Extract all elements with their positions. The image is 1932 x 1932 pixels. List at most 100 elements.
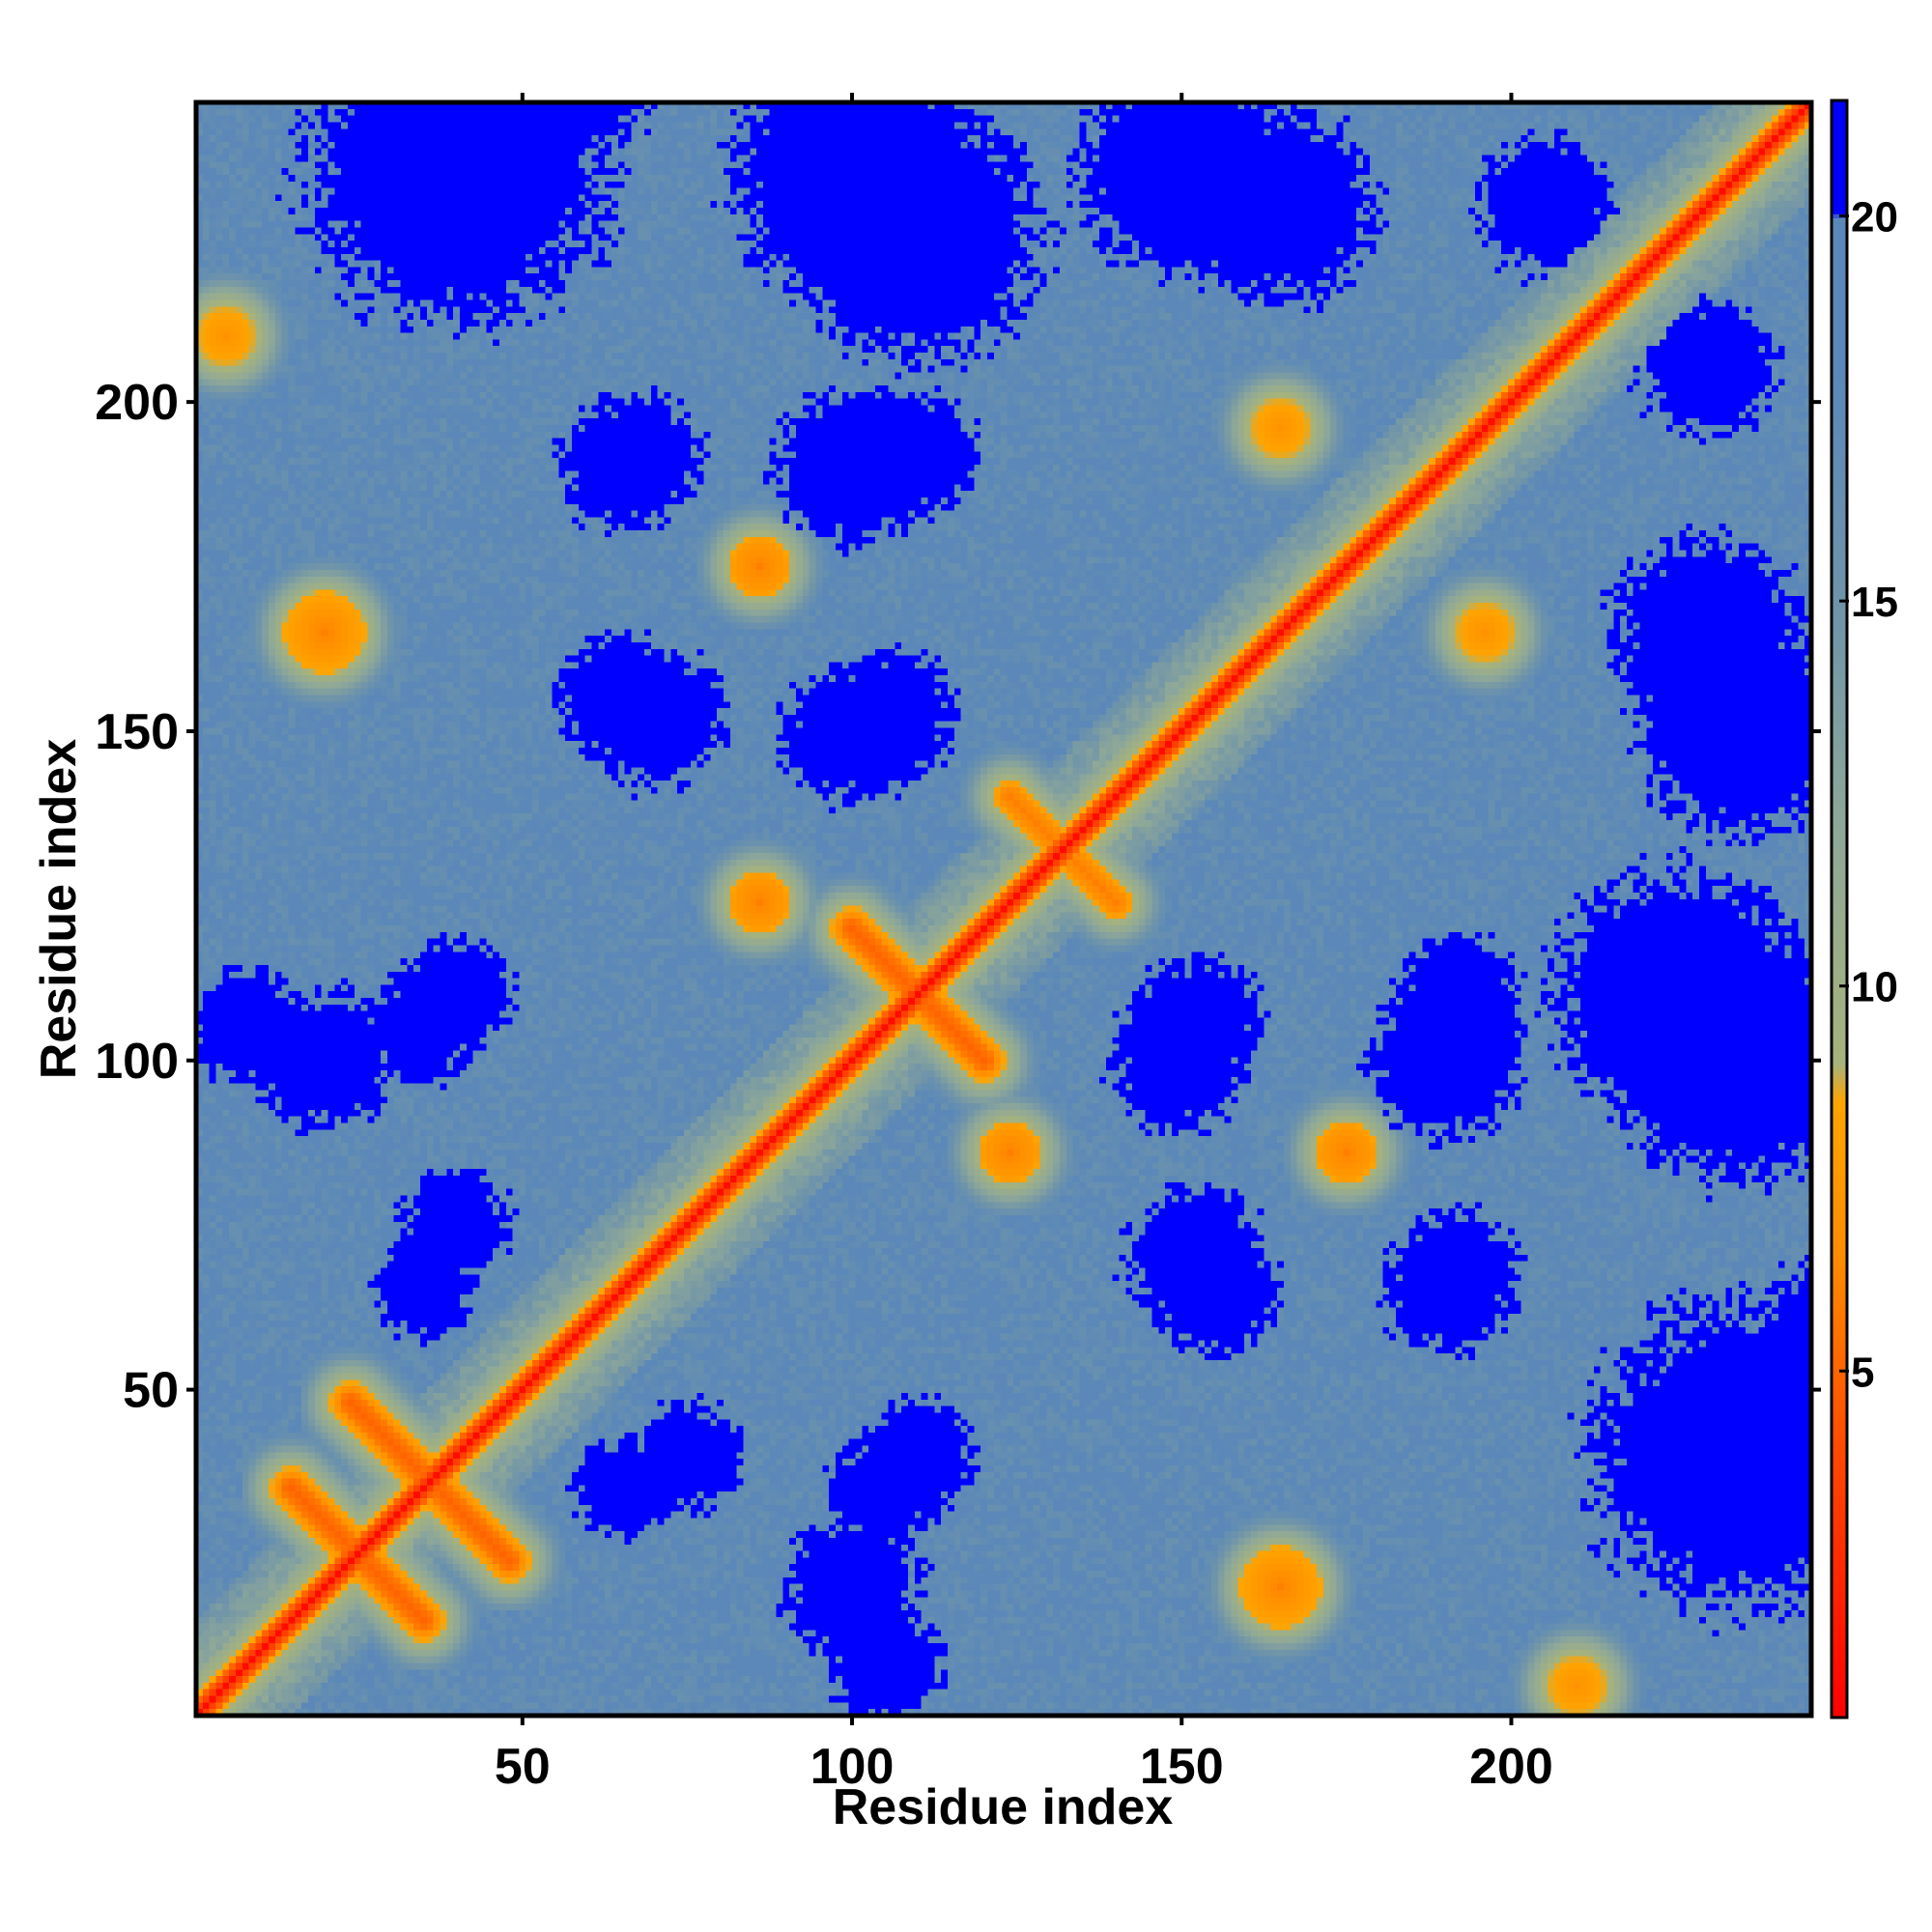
colorbar-segment (1832, 1487, 1847, 1492)
colorbar-segment (1832, 497, 1847, 501)
colorbar-tick-label: 15 (1851, 579, 1898, 626)
y-tick-label: 100 (95, 1034, 179, 1090)
colorbar-segment (1832, 375, 1847, 381)
colorbar-segment (1832, 436, 1847, 441)
colorbar-segment (1832, 949, 1847, 954)
colorbar-segment (1832, 358, 1847, 364)
colorbar-segment (1832, 1494, 1847, 1500)
colorbar-segment (1832, 1633, 1847, 1637)
colorbar-segment (1832, 1200, 1847, 1206)
colorbar-segment (1832, 1636, 1847, 1642)
colorbar-segment (1832, 735, 1847, 740)
colorbar-segment (1832, 298, 1847, 303)
colorbar-segment (1832, 254, 1847, 259)
colorbar-segment (1832, 153, 1847, 158)
colorbar-segment (1832, 1559, 1847, 1565)
colorbar-segment (1832, 844, 1847, 849)
colorbar-segment (1832, 1579, 1847, 1585)
colorbar-segment (1832, 104, 1847, 109)
colorbar-segment (1832, 981, 1847, 987)
colorbar-segment (1832, 1167, 1847, 1173)
x-tick-label: 200 (1469, 1739, 1553, 1795)
colorbar-segment (1832, 1527, 1847, 1533)
colorbar-segment (1832, 408, 1847, 412)
colorbar-segment (1832, 1624, 1847, 1630)
colorbar-segment (1832, 185, 1847, 190)
colorbar-segment (1832, 1414, 1847, 1419)
colorbar-segment (1832, 1341, 1847, 1347)
colorbar-segment (1832, 338, 1847, 344)
colorbar-segment (1832, 1442, 1847, 1448)
colorbar-segment (1832, 876, 1847, 882)
colorbar-segment (1832, 536, 1847, 542)
colorbar-segment (1832, 136, 1847, 142)
colorbar-segment (1832, 177, 1847, 183)
colorbar-segment (1832, 743, 1847, 749)
colorbar-segment (1832, 904, 1847, 910)
colorbar-segment (1832, 443, 1847, 449)
colorbar-segment (1832, 116, 1847, 122)
colorbar-segment (1832, 1317, 1847, 1322)
colorbar-segment (1832, 262, 1847, 268)
colorbar-segment (1832, 1535, 1847, 1541)
colorbar-segment (1832, 601, 1847, 607)
colorbar-tick-label: 5 (1851, 1349, 1874, 1396)
colorbar-segment (1832, 1232, 1847, 1237)
colorbar-segment (1832, 266, 1847, 271)
colorbar-segment (1832, 1402, 1847, 1407)
colorbar-segment (1832, 1264, 1847, 1270)
colorbar-segment (1832, 1422, 1847, 1428)
colorbar-segment (1832, 1701, 1847, 1707)
colorbar-segment (1832, 880, 1847, 886)
colorbar-segment (1832, 1409, 1847, 1415)
colorbar-segment (1832, 973, 1847, 979)
colorbar-segment (1832, 780, 1847, 784)
colorbar-segment (1832, 484, 1847, 490)
colorbar-segment (1832, 630, 1847, 636)
colorbar-segment (1832, 1216, 1847, 1221)
colorbar-segment (1832, 626, 1847, 631)
colorbar-segment (1832, 258, 1847, 263)
colorbar-segment (1832, 771, 1847, 777)
colorbar-segment (1832, 468, 1847, 473)
colorbar-segment (1832, 419, 1847, 425)
colorbar-segment (1832, 1604, 1847, 1609)
colorbar-segment (1832, 1353, 1847, 1359)
colorbar-segment (1832, 1034, 1847, 1039)
colorbar-segment (1832, 480, 1847, 486)
colorbar-segment (1832, 747, 1847, 753)
colorbar: 5 10 15 20 (1830, 99, 1898, 1719)
colorbar-segment (1832, 1281, 1847, 1286)
colorbar-segment (1832, 1689, 1847, 1694)
colorbar-segment (1832, 318, 1847, 324)
colorbar-segment (1832, 1685, 1847, 1690)
colorbar-segment (1832, 1272, 1847, 1278)
colorbar-segment (1832, 1006, 1847, 1011)
colorbar-segment (1832, 447, 1847, 453)
colorbar-segment (1832, 1268, 1847, 1274)
colorbar-segment (1832, 1523, 1847, 1528)
colorbar-segment (1832, 1329, 1847, 1335)
colorbar-segment (1832, 1337, 1847, 1343)
colorbar-segment (1832, 1002, 1847, 1008)
colorbar-segment (1832, 1681, 1847, 1687)
colorbar-segment (1832, 343, 1847, 348)
colorbar-segment (1832, 710, 1847, 716)
colorbar-segment (1832, 787, 1847, 793)
colorbar-segment (1832, 670, 1847, 675)
colorbar-segment (1832, 811, 1847, 817)
colorbar-segment (1832, 1705, 1847, 1711)
colorbar-segment (1832, 1102, 1847, 1108)
colorbar-segment (1832, 1709, 1847, 1715)
colorbar-segment (1832, 1151, 1847, 1156)
colorbar-segment (1832, 1046, 1847, 1052)
colorbar-segment (1832, 1596, 1847, 1602)
colorbar-segment (1832, 686, 1847, 692)
plot-frame (193, 99, 1814, 1719)
colorbar-segment (1832, 1668, 1847, 1674)
colorbar-segment (1832, 621, 1847, 627)
colorbar-segment (1832, 1261, 1847, 1265)
colorbar-segment (1832, 1191, 1847, 1197)
colorbar-segment (1832, 1653, 1847, 1658)
colorbar-segment (1832, 1022, 1847, 1027)
